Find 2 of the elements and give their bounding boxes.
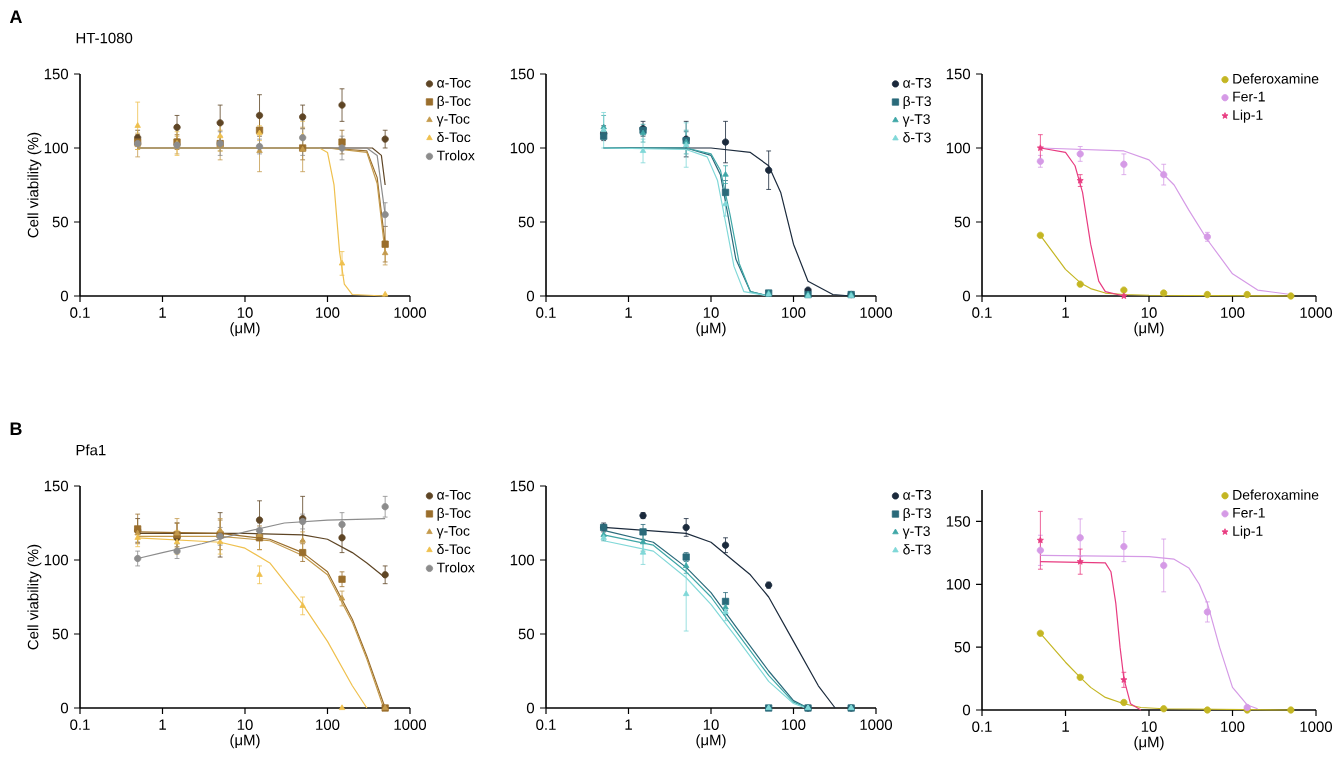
text: A (9, 10, 22, 23)
text: B (10, 422, 22, 435)
